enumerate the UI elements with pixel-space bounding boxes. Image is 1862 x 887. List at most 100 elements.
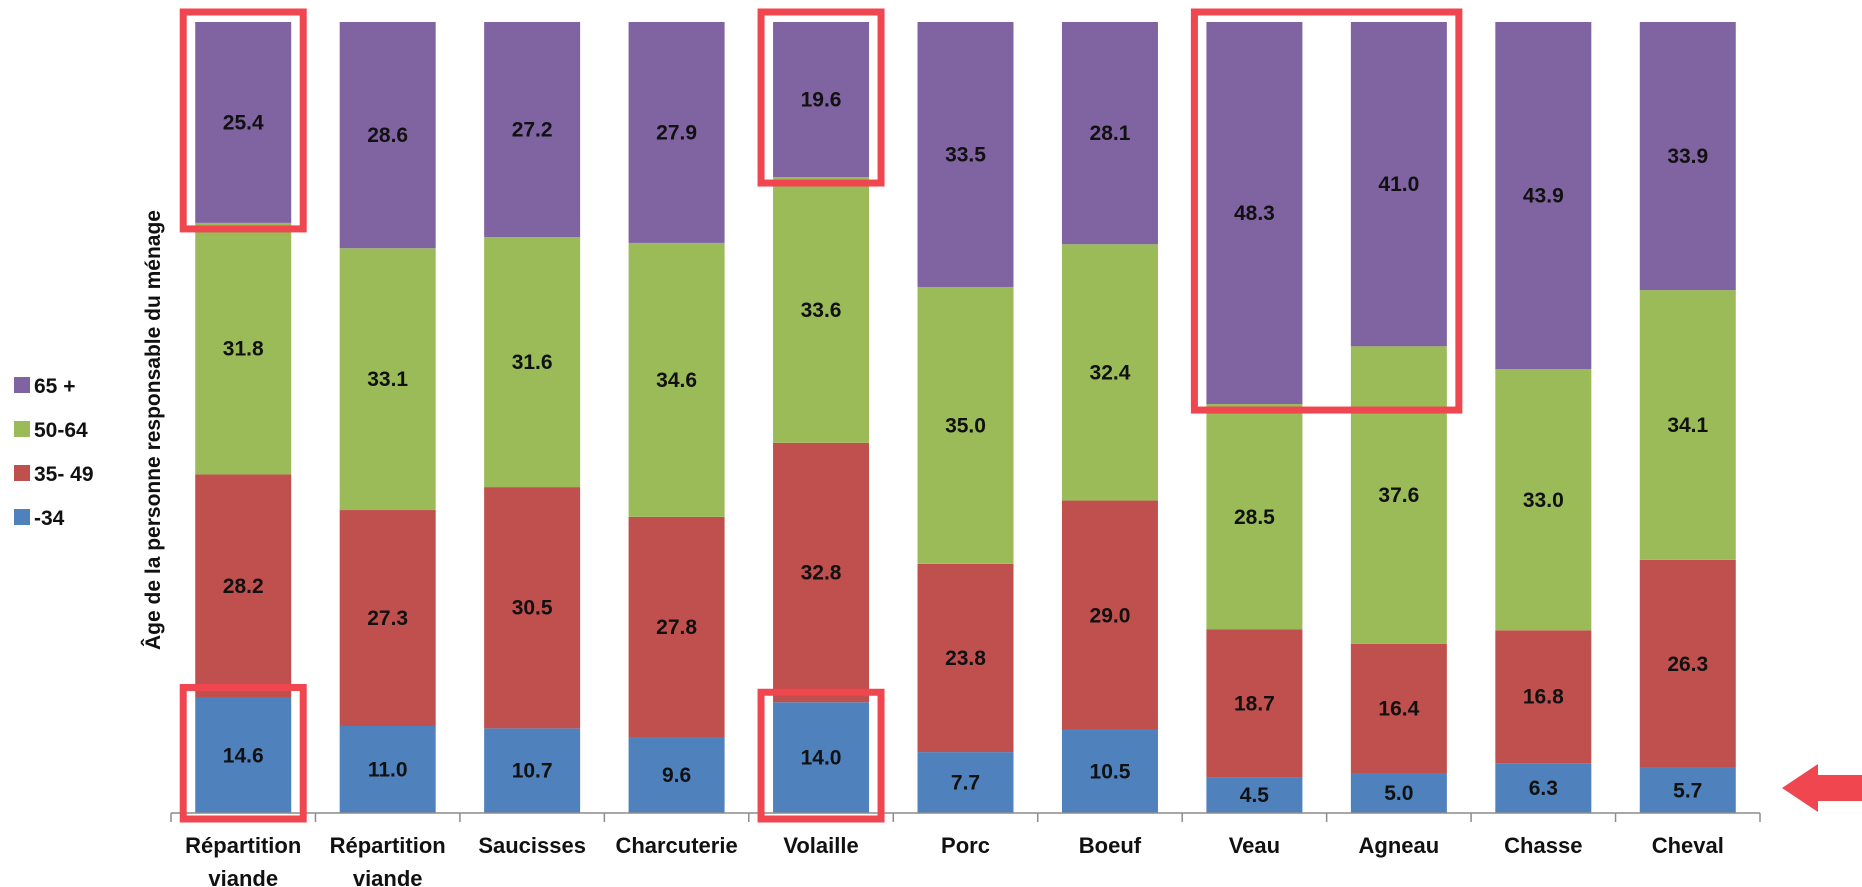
bar-segment bbox=[1061, 729, 1158, 813]
x-axis-ticks bbox=[170, 813, 1761, 822]
data-label: 25.4 bbox=[223, 111, 264, 134]
bar-segment bbox=[917, 286, 1014, 564]
arrow-annotation bbox=[1782, 764, 1862, 812]
data-label: 18.7 bbox=[1234, 692, 1275, 715]
left-arrow-icon bbox=[1782, 764, 1862, 812]
data-label: 41.0 bbox=[1378, 173, 1419, 196]
bar-segment bbox=[1061, 244, 1158, 501]
data-label: 26.3 bbox=[1667, 653, 1708, 676]
bar-segment bbox=[917, 563, 1014, 753]
bar-segment bbox=[1061, 500, 1158, 730]
highlight-box bbox=[179, 684, 307, 823]
bar-segment bbox=[1495, 369, 1592, 631]
data-label: 34.1 bbox=[1667, 414, 1708, 437]
data-label: 10.7 bbox=[512, 760, 553, 783]
bar-segment bbox=[628, 736, 725, 813]
x-tick-label: Saucisses bbox=[478, 833, 586, 858]
x-tick-label: Cheval bbox=[1652, 833, 1724, 858]
x-tick-label-line: Veau bbox=[1229, 833, 1280, 858]
data-label: 16.4 bbox=[1378, 698, 1419, 721]
x-tick-label-line: viande bbox=[353, 866, 423, 887]
data-label: 33.0 bbox=[1523, 489, 1564, 512]
bar-segment bbox=[484, 22, 581, 238]
x-tick-label: Porc bbox=[941, 833, 990, 858]
bar-segment bbox=[917, 752, 1014, 813]
data-label: 9.6 bbox=[662, 764, 691, 787]
data-label: 29.0 bbox=[1090, 604, 1131, 627]
data-label: 34.6 bbox=[656, 369, 697, 392]
x-tick-label-line: Boeuf bbox=[1079, 833, 1142, 858]
x-tick-label-line: Répartition bbox=[185, 833, 301, 858]
x-tick-label-line: Saucisses bbox=[478, 833, 586, 858]
bar-segment bbox=[1495, 22, 1592, 370]
bar-segment bbox=[339, 725, 436, 813]
data-label: 4.5 bbox=[1240, 784, 1270, 807]
data-label: 7.7 bbox=[951, 772, 980, 795]
bar-segment bbox=[1495, 763, 1592, 813]
legend-label: 50-64 bbox=[34, 419, 88, 442]
x-tick-label: Boeuf bbox=[1079, 833, 1142, 858]
bar-segment bbox=[195, 474, 292, 698]
bar-segment bbox=[773, 702, 870, 813]
data-label: 11.0 bbox=[368, 758, 408, 781]
x-tick-label-line: Chasse bbox=[1504, 833, 1582, 858]
data-label: 30.5 bbox=[512, 597, 553, 620]
data-label: 33.9 bbox=[1667, 145, 1708, 168]
bar-segment bbox=[1639, 22, 1736, 291]
x-tick-label-line: Cheval bbox=[1652, 833, 1724, 858]
data-label: 5.0 bbox=[1384, 782, 1413, 805]
bar-segment bbox=[1206, 777, 1303, 813]
bar-segment bbox=[1495, 630, 1592, 764]
bar-segment bbox=[484, 728, 581, 813]
data-label: 14.6 bbox=[223, 744, 264, 767]
x-tick-label: Répartition viande bbox=[330, 833, 446, 887]
data-label: 31.6 bbox=[512, 351, 553, 374]
data-label: 14.0 bbox=[801, 747, 842, 770]
data-label: 5.7 bbox=[1673, 779, 1702, 802]
legend-swatch bbox=[14, 377, 30, 393]
x-tick-label-line: Répartition bbox=[330, 833, 446, 858]
bar-segment bbox=[1206, 404, 1303, 630]
data-label: 27.9 bbox=[656, 121, 697, 144]
bar-segment bbox=[773, 22, 870, 178]
x-tick-label: Volaille bbox=[783, 833, 858, 858]
data-label: 28.1 bbox=[1090, 122, 1131, 145]
bar-segment bbox=[1206, 22, 1303, 405]
bar-segment bbox=[1350, 346, 1447, 644]
bar-segment bbox=[195, 697, 292, 813]
bar-segment bbox=[484, 487, 581, 729]
data-label: 32.4 bbox=[1090, 361, 1131, 384]
legend-swatch bbox=[14, 421, 30, 437]
bar-segment bbox=[917, 22, 1014, 287]
x-tick-label: Chasse bbox=[1504, 833, 1582, 858]
x-axis-labels: Répartition viande Répartition viande Saucis… bbox=[185, 833, 1724, 887]
x-tick-label-line: Charcuterie bbox=[615, 833, 737, 858]
bar-segment bbox=[1350, 643, 1447, 774]
data-label: 27.2 bbox=[512, 119, 553, 142]
bar-segment bbox=[1639, 767, 1736, 813]
data-label: 28.6 bbox=[367, 124, 408, 147]
data-label: 16.8 bbox=[1523, 686, 1564, 709]
data-label: 43.9 bbox=[1523, 185, 1564, 208]
y-axis-title: Âge de la personne responsable du ménage bbox=[141, 210, 165, 650]
bars: 14.6 28.2 31.8 25.4 11.0 27.3 33.1 28.6 10.7 30.5… bbox=[195, 22, 1736, 813]
data-label: 10.5 bbox=[1090, 760, 1131, 783]
x-tick-label: Charcuterie bbox=[615, 833, 737, 858]
bar-segment bbox=[773, 177, 870, 443]
data-label: 37.6 bbox=[1378, 484, 1419, 507]
bar-segment bbox=[1061, 22, 1158, 245]
legend-label: 65 + bbox=[34, 375, 75, 398]
data-label: 48.3 bbox=[1234, 202, 1275, 225]
bar-segment bbox=[1350, 773, 1447, 813]
legend-swatch bbox=[14, 465, 30, 481]
bar-segment bbox=[195, 22, 292, 223]
highlight-box bbox=[757, 8, 885, 187]
data-label: 19.6 bbox=[801, 89, 842, 112]
bar-segment bbox=[1639, 290, 1736, 560]
bar-segment bbox=[1350, 22, 1447, 347]
x-tick-label-line: Volaille bbox=[783, 833, 858, 858]
bar-segment bbox=[195, 222, 292, 475]
bar-segment bbox=[628, 242, 725, 517]
legend: 65 + 50-64 35- 49 -34 bbox=[14, 375, 94, 530]
